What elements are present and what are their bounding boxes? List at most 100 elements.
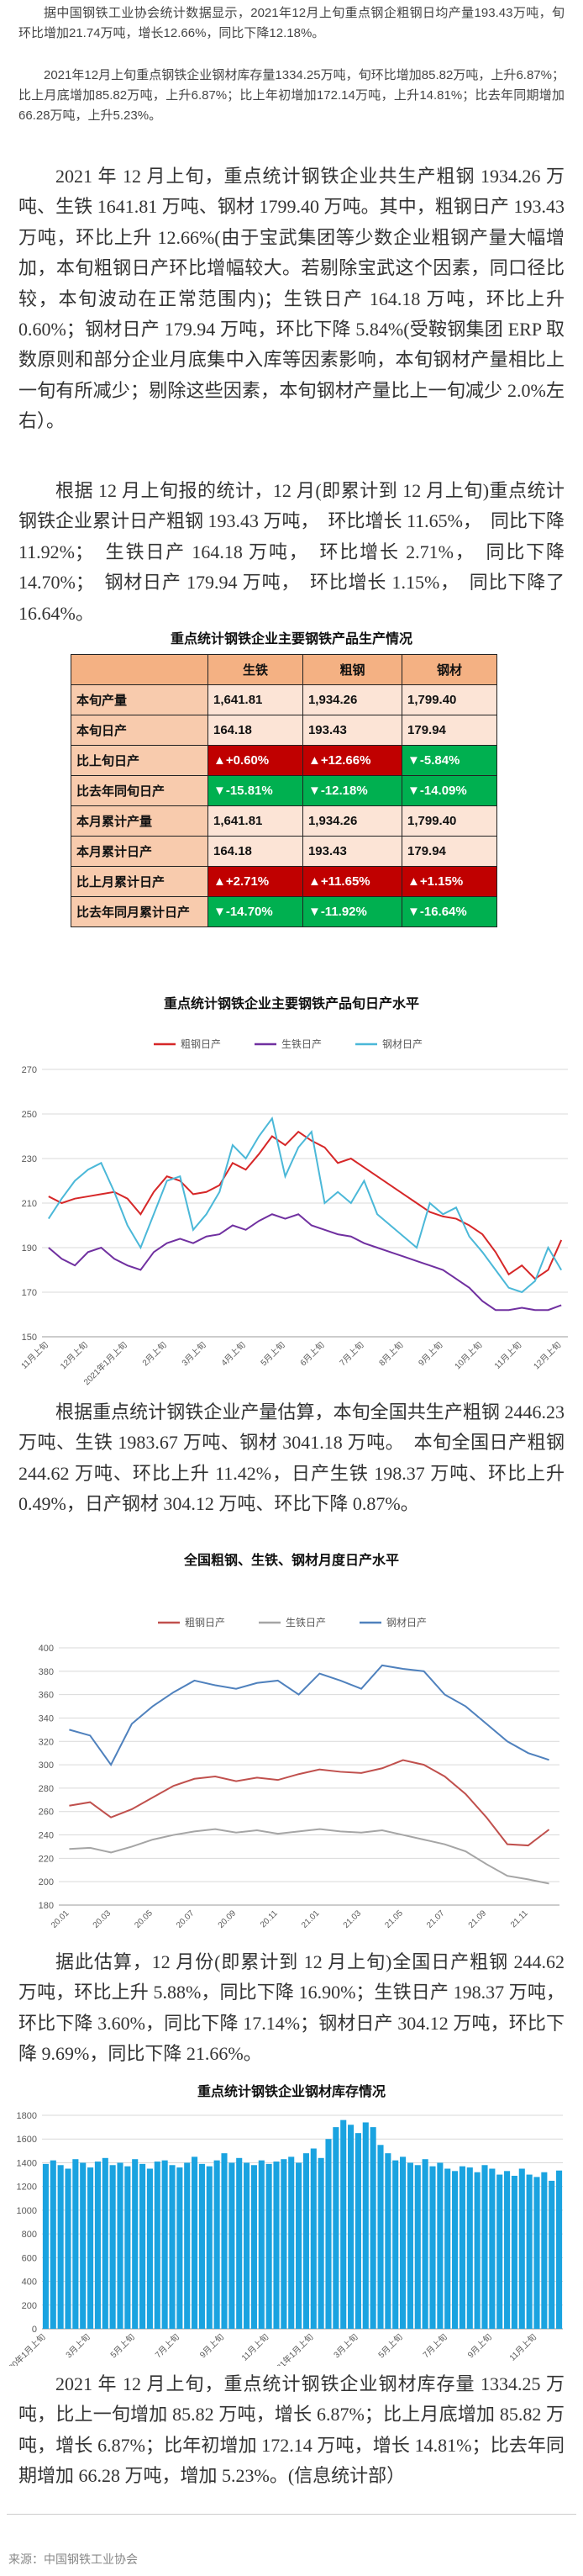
bar xyxy=(94,2162,101,2329)
divider xyxy=(7,2514,576,2515)
x-tick-label: 21.07 xyxy=(425,1908,447,1930)
x-tick-label: 21.01 xyxy=(300,1908,322,1930)
bar xyxy=(437,2162,444,2329)
x-tick-label: 2021年1月上旬 xyxy=(267,2331,315,2366)
table-cell: 193.43 xyxy=(302,715,403,746)
bar xyxy=(169,2165,176,2329)
table-cell: ▼-11.92% xyxy=(302,896,403,927)
table-cell: 193.43 xyxy=(302,836,403,867)
bar xyxy=(273,2162,280,2329)
bar xyxy=(526,2174,533,2329)
chart: 180 200 220 240 260 280 300 320 340 360 380 400 20.0… xyxy=(39,1617,559,1930)
x-tick-label: 8月上旬 xyxy=(376,1339,405,1368)
table-row: 比上旬日产 ▲+0.60% ▲+12.66% ▼-5.84% xyxy=(71,745,497,776)
bar xyxy=(333,2127,339,2329)
x-tick-label: 4月上旬 xyxy=(218,1339,247,1368)
y-tick-label: 0 xyxy=(32,2325,37,2335)
bar xyxy=(302,2153,309,2329)
intro-paragraph: 据中国钢铁工业协会统计数据显示，2021年12月上旬重点钢企粗钢日均产量193.… xyxy=(18,6,565,40)
x-tick-label: 7月上旬 xyxy=(420,2331,449,2360)
table-header-row: 生铁 粗钢 钢材 xyxy=(71,654,497,685)
y-tick-label: 200 xyxy=(22,2301,37,2311)
bar xyxy=(124,2166,131,2329)
table-cell: 1,799.40 xyxy=(402,684,497,715)
x-tick-label: 20.09 xyxy=(217,1908,239,1930)
x-tick-label: 11月上旬 xyxy=(492,1339,524,1371)
x-tick-label: 9月上旬 xyxy=(197,2331,226,2360)
y-tick-label: 200 xyxy=(39,1877,54,1887)
bar xyxy=(228,2162,235,2329)
x-tick-label: 3月上旬 xyxy=(179,1339,207,1368)
row-label: 比上旬日产 xyxy=(71,745,208,776)
x-tick-label: 5月上旬 xyxy=(258,1339,286,1368)
table-cell: ▼-5.84% xyxy=(402,745,497,776)
x-tick-label: 12月上旬 xyxy=(531,1339,563,1371)
bar xyxy=(414,2165,421,2329)
y-tick-label: 150 xyxy=(22,1333,37,1343)
bar xyxy=(206,2166,213,2329)
bar xyxy=(511,2175,517,2329)
bar xyxy=(422,2159,428,2329)
legend-label: 生铁日产 xyxy=(281,1038,322,1050)
column-header: 粗钢 xyxy=(302,654,403,685)
bar xyxy=(57,2165,64,2329)
production-table: 生铁 粗钢 钢材 本旬产量 1,641.81 1,934.26 1,799.40 本旬日产 16… xyxy=(71,654,497,927)
series-line xyxy=(69,1759,550,1847)
series-line xyxy=(48,1130,563,1280)
row-label: 比上月累计日产 xyxy=(71,866,208,897)
column-header: 钢材 xyxy=(402,654,497,685)
x-tick-label: 20.07 xyxy=(175,1908,197,1930)
bar xyxy=(265,2163,272,2329)
y-tick-label: 1400 xyxy=(17,2158,37,2168)
table-cell: ▲+2.71% xyxy=(207,866,303,897)
bar xyxy=(370,2127,376,2329)
table-cell: 1,641.81 xyxy=(207,684,303,715)
bar xyxy=(400,2156,407,2329)
bar xyxy=(288,2156,295,2329)
y-tick-label: 380 xyxy=(39,1667,54,1677)
bar xyxy=(161,2160,168,2329)
y-tick-label: 250 xyxy=(22,1110,37,1120)
x-tick-label: 21.09 xyxy=(467,1908,489,1930)
bar xyxy=(429,2166,436,2329)
table-cell: ▲+0.60% xyxy=(207,745,303,776)
x-tick-label: 9月上旬 xyxy=(465,2331,494,2360)
table-cell: 179.94 xyxy=(402,715,497,746)
y-tick-label: 1800 xyxy=(17,2111,37,2121)
bar xyxy=(281,2159,287,2329)
bar xyxy=(213,2160,220,2329)
x-tick-label: 6月上旬 xyxy=(297,1339,326,1368)
bar xyxy=(117,2162,123,2329)
x-tick-label: 21.03 xyxy=(342,1908,364,1930)
x-tick-label: 21.05 xyxy=(383,1908,405,1930)
table-cell: ▲+11.65% xyxy=(302,866,403,897)
legend-label: 钢材日产 xyxy=(386,1617,427,1628)
x-tick-label: 7月上旬 xyxy=(153,2331,181,2360)
bar xyxy=(504,2171,511,2329)
y-tick-label: 220 xyxy=(39,1854,54,1864)
table-row: 比去年同旬日产 ▼-15.81% ▼-12.18% ▼-14.09% xyxy=(71,775,497,806)
bar xyxy=(42,2163,49,2329)
x-tick-label: 2月上旬 xyxy=(139,1339,168,1368)
bar xyxy=(549,2180,555,2329)
bar xyxy=(176,2167,183,2329)
bar xyxy=(139,2163,146,2329)
bar xyxy=(377,2145,384,2329)
row-label: 比去年同旬日产 xyxy=(71,775,208,806)
series-line xyxy=(48,1213,562,1312)
table-row: 本月累计产量 1,641.81 1,934.26 1,799.40 xyxy=(71,805,497,837)
bar xyxy=(310,2148,317,2329)
bar xyxy=(444,2168,451,2329)
table-row: 本旬产量 1,641.81 1,934.26 1,799.40 xyxy=(71,684,497,715)
column-header: 生铁 xyxy=(207,654,303,685)
bar xyxy=(221,2153,228,2329)
table-cell: 164.18 xyxy=(207,836,303,867)
y-tick-label: 600 xyxy=(22,2253,37,2263)
chart-title: 全国粗钢、生铁、钢材月度日产水平 xyxy=(183,1554,399,1568)
x-tick-label: 7月上旬 xyxy=(337,1339,365,1368)
bar xyxy=(132,2159,139,2329)
bar xyxy=(72,2159,79,2329)
table-cell: 1,641.81 xyxy=(207,805,303,837)
bar xyxy=(556,2170,563,2329)
